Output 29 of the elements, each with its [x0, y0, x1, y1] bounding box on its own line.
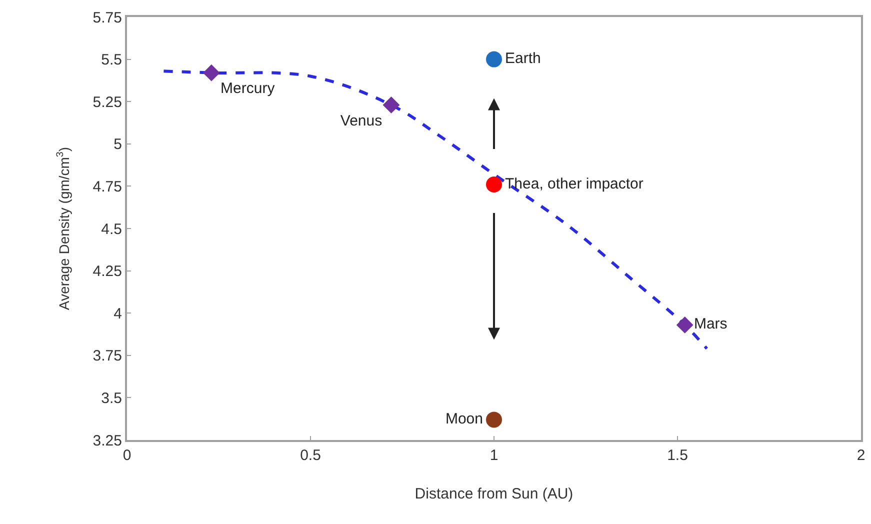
x-axis-title: Distance from Sun (AU)	[414, 486, 574, 502]
y-tick-label: 5.75	[92, 9, 122, 26]
series-label: Earth	[505, 50, 541, 68]
series-label: Moon	[445, 410, 483, 428]
series-label: Mars	[694, 316, 728, 333]
y-tick-label: 3.75	[92, 348, 122, 365]
y-tick-label: 5.25	[92, 94, 122, 111]
series-label: Thea, other impactor	[505, 175, 644, 192]
x-tick-label: 2	[856, 447, 866, 464]
point	[486, 176, 502, 193]
y-tick-label: 4.75	[92, 178, 122, 196]
series-label: Mercury	[220, 80, 276, 98]
x-tick-label: 1	[490, 447, 498, 464]
point	[486, 51, 502, 68]
x-tick-label: 0	[122, 447, 132, 464]
series-label: Venus	[340, 112, 382, 130]
y-tick-label: 3.5	[101, 390, 122, 407]
y-tick-label: 5.5	[101, 52, 122, 69]
y-tick-label: 4.5	[101, 220, 122, 238]
point	[202, 64, 220, 82]
point	[486, 412, 502, 428]
x-tick-label: 1.5	[667, 447, 688, 464]
y-tick-label: 5	[114, 136, 122, 154]
x-tick-label: 0.5	[300, 447, 321, 464]
y-tick-label: 3.25	[92, 432, 122, 450]
point	[382, 96, 400, 114]
y-tick-label: 4	[114, 305, 122, 322]
point	[676, 316, 694, 334]
y-tick-label: 4.25	[92, 263, 122, 280]
